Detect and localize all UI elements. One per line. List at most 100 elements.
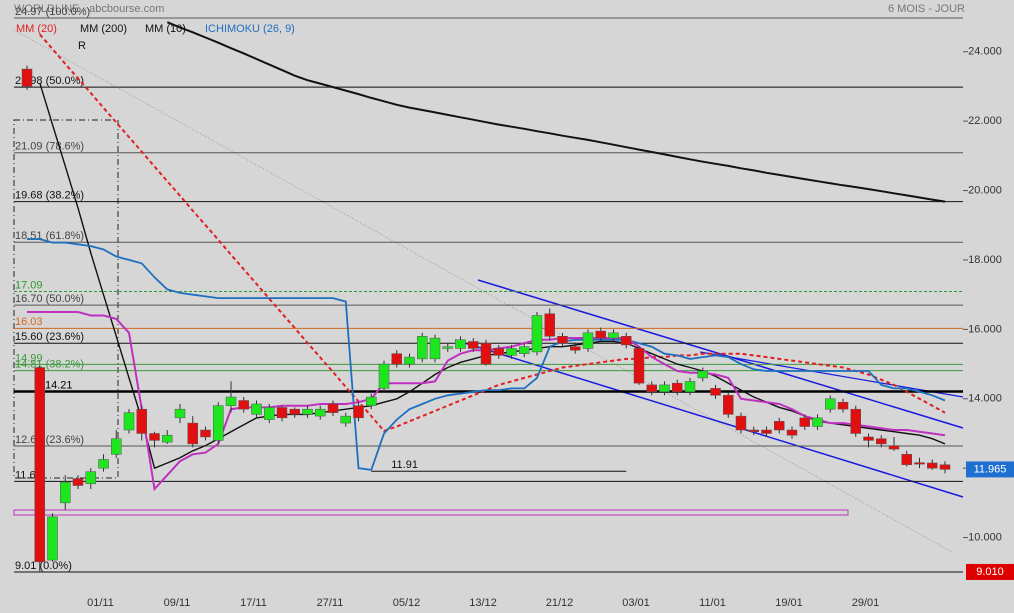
candle-body [429,337,441,360]
level-label: 16.03 [15,316,43,328]
trend-line [13,29,953,553]
level-label: 18.51 (61.8%) [15,230,84,242]
candle-body [21,68,33,87]
candle-body [391,353,402,365]
x-tick-label: 05/12 [393,597,421,609]
level-label: 17.09 [15,279,43,291]
x-tick-label: 09/11 [164,597,191,609]
candle-body [340,415,351,424]
candle-body [646,384,657,393]
candle-body [531,315,543,353]
candle-body [264,407,275,420]
candle-body [187,422,198,445]
chart-subtitle: 6 MOIS - JOUR [888,3,965,15]
candle-body [72,478,84,486]
candle-body [276,407,288,419]
indicator-line [166,21,946,203]
level-label: 14.21 [45,379,73,391]
candle-body [327,403,339,413]
candle-body [480,342,492,365]
candle-body [111,438,122,455]
level-label: 14.99 [15,352,43,364]
candle-body [60,481,71,504]
candle-body [353,405,364,419]
low-price-box [966,563,1014,580]
candle-body [519,346,530,354]
candle-body [914,462,925,465]
level-label: 22.98 (50.0%) [15,75,84,87]
candle-body [378,363,390,389]
candle-body [544,313,555,337]
candle-body [85,471,96,485]
level-label: 11.91 [391,459,418,471]
candle-body [455,339,466,349]
candle-body [927,462,938,469]
candle-body [251,403,262,415]
zone-box [13,119,119,479]
x-tick-label: 03/01 [622,597,650,609]
level-label: 24.97 (100.0%) [15,6,90,18]
level-label: 14.81 (38.2%) [15,359,84,371]
x-tick-label: 17/11 [240,597,267,609]
indicator-line [39,82,946,470]
y-tick-label: 22.000 [968,115,1002,127]
candle-body [850,408,861,434]
channel-line [454,339,964,498]
candle-body [659,384,670,393]
candle-body [825,398,836,410]
candle-body [302,408,313,415]
last-price-label: 11.965 [974,463,1007,475]
candle-body [468,341,479,349]
level-label: 9.01 (0.0%) [15,560,72,572]
candle-body [404,356,415,365]
candle-body [786,429,798,436]
low-price-label: 9.010 [976,566,1004,578]
candle-body [238,400,249,410]
y-tick-label: 20.000 [968,184,1002,196]
candle-body [672,382,683,393]
candle-body [493,348,504,356]
candle-body [174,408,186,419]
candle-body [136,408,147,434]
candle-body [621,336,632,346]
candle-body [162,434,173,443]
candle-body [595,330,606,339]
candle-body [633,348,645,384]
candle-body [123,412,135,431]
y-tick-label: 14.000 [968,393,1002,405]
candle-body [939,464,951,470]
candle-body [200,429,211,438]
candle-body [417,336,428,360]
x-tick-label: 01/11 [87,597,114,609]
candle-body [225,396,237,406]
candle-body [761,429,772,434]
candle-body [506,348,517,356]
y-tick-label: 16.000 [968,323,1002,335]
level-label: 21.09 (78.6%) [15,141,84,153]
marker-text: R [78,40,86,52]
candle-body [735,415,747,431]
candle-body [863,436,874,441]
candle-body [149,433,160,441]
candle-body [723,395,734,415]
chart-title: WORLDLINE - abcbourse.com [14,3,164,15]
x-tick-label: 21/12 [546,597,574,609]
candle-body [442,346,453,349]
candle-body [748,429,759,432]
candle-body [582,332,594,349]
candle-body [47,516,58,561]
level-label: 15.60 (23.6%) [15,331,84,343]
legend-entry: ICHIMOKU (26, 9) [205,23,295,35]
indicator-line [39,33,946,433]
indicator-line [27,238,946,471]
candle-body [774,421,785,431]
x-tick-label: 11/01 [699,597,726,609]
candle-body [608,332,619,339]
candle-body [684,381,696,393]
candle-body [837,401,849,410]
candle-body [888,445,900,450]
candle-body [901,454,912,465]
y-tick-label: 18.000 [968,254,1002,266]
